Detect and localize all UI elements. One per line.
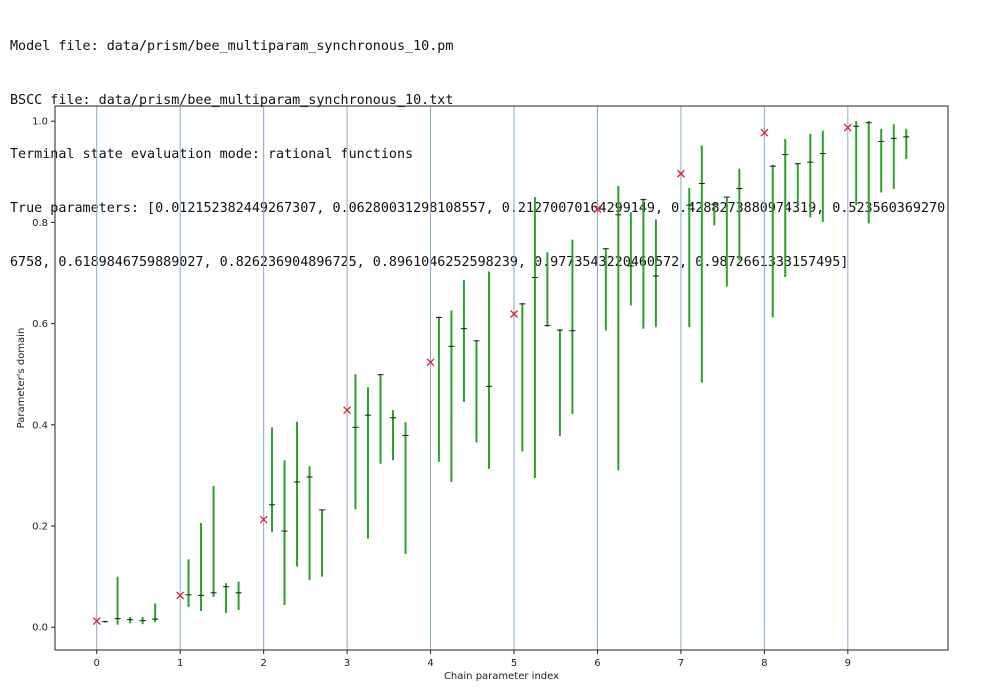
y-tick-label: 0.2	[32, 522, 48, 533]
x-tick-label: 6	[594, 658, 600, 669]
true-parameter-marker	[760, 128, 769, 137]
x-tick-label: 3	[344, 658, 350, 669]
x-tick-label: 0	[94, 658, 100, 669]
y-tick-label: 0.8	[32, 218, 48, 229]
y-axis-ticks: 0.0 0.2 0.4 0.6 0.8 1.0	[32, 117, 55, 634]
x-tick-label: 8	[761, 658, 767, 669]
true-parameter-marker	[593, 205, 602, 214]
x-tick-label: 9	[845, 658, 851, 669]
plot-frame	[54, 105, 949, 651]
true-params-line-1: True parameters: [0.012152382449267307, …	[10, 201, 946, 216]
bscc-file-line: BSCC file: data/prism/bee_multiparam_syn…	[10, 93, 454, 108]
vertical-guide-lines	[96, 106, 849, 650]
true-parameter-marker	[343, 406, 352, 415]
y-tick-label: 0.4	[32, 420, 48, 431]
true-parameter-marker	[259, 515, 268, 524]
interval-bars	[102, 121, 910, 625]
x-axis-title: Chain parameter index	[444, 671, 559, 682]
y-tick-label: 0.0	[32, 623, 48, 634]
true-parameter-marker	[426, 358, 435, 367]
x-axis-ticks: 0 1 2 3 4 5 6 7 8 9	[94, 650, 851, 669]
eval-mode-line: Terminal state evaluation mode: rational…	[10, 147, 414, 162]
y-axis-title: Parameter's domain	[16, 328, 27, 429]
x-tick-label: 2	[260, 658, 266, 669]
x-tick-label: 1	[177, 658, 183, 669]
true-parameter-marker	[510, 310, 518, 318]
true-parameter-marker	[843, 123, 852, 132]
true-parameter-markers	[92, 123, 852, 626]
model-file-line: Model file: data/prism/bee_multiparam_sy…	[10, 39, 454, 54]
y-tick-label: 0.6	[32, 319, 48, 330]
true-parameter-marker	[676, 169, 685, 178]
x-tick-label: 4	[427, 658, 433, 669]
true-parameter-marker	[92, 617, 101, 626]
x-tick-label: 5	[511, 658, 517, 669]
true-parameter-marker	[176, 591, 185, 600]
y-tick-label: 1.0	[32, 117, 48, 128]
x-tick-label: 7	[678, 658, 684, 669]
